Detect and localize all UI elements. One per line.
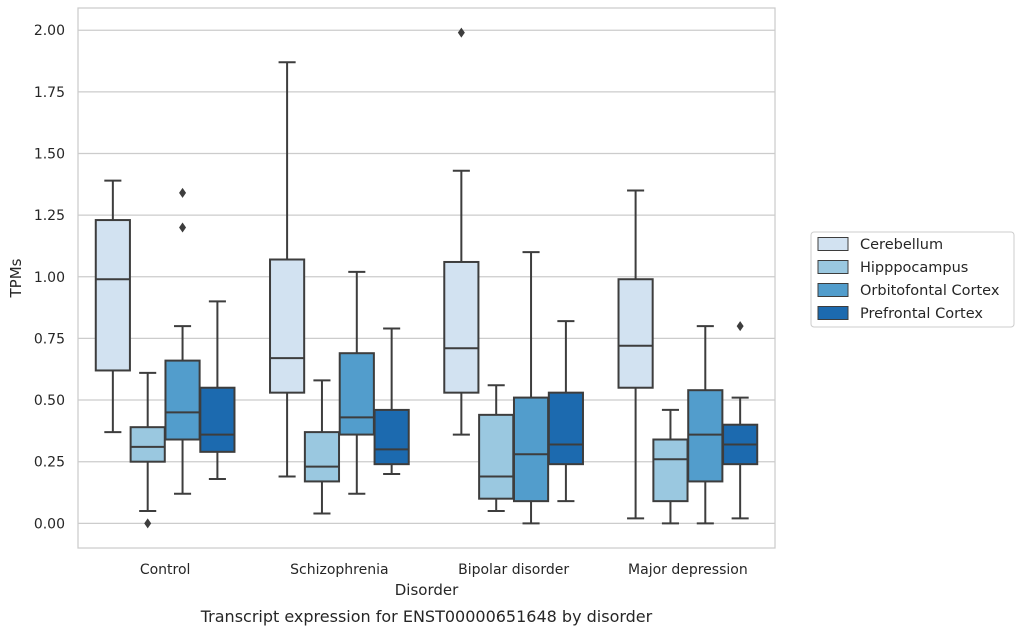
box-prefrontal-cortex bbox=[547, 320, 584, 503]
box-orbitofontal-cortex bbox=[512, 251, 550, 525]
legend-label: Orbitofontal Cortex bbox=[860, 283, 1000, 299]
chart-caption: Transcript expression for ENST0000065164… bbox=[200, 607, 653, 626]
box-hipppocampus bbox=[652, 408, 689, 525]
box-body bbox=[94, 219, 131, 372]
x-tick-label: Control bbox=[140, 562, 191, 578]
y-tick-label: 0.50 bbox=[34, 393, 65, 409]
box-body bbox=[373, 408, 410, 466]
x-tick-label: Bipolar disorder bbox=[458, 562, 569, 578]
y-tick-label: 2.00 bbox=[34, 23, 65, 39]
box-body bbox=[652, 438, 689, 503]
y-tick-label: 1.75 bbox=[34, 85, 65, 101]
legend-label: Prefrontal Cortex bbox=[860, 306, 983, 322]
plot-frame bbox=[77, 7, 776, 549]
box-body bbox=[199, 386, 236, 453]
box-body bbox=[338, 352, 375, 436]
box-body bbox=[129, 426, 166, 463]
box-prefrontal-cortex bbox=[373, 327, 410, 476]
box-orbitofontal-cortex bbox=[164, 187, 201, 495]
x-tick-labels: Control Schizophrenia Bipolar disorder Majo… bbox=[140, 562, 748, 578]
y-tick-label: 0.75 bbox=[34, 331, 65, 347]
box-orbitofontal-cortex bbox=[338, 270, 375, 495]
box-body bbox=[478, 413, 515, 500]
box-prefrontal-cortex bbox=[199, 300, 236, 480]
legend: Cerebellum Hipppocampus Orbitofontal Corte… bbox=[810, 231, 1015, 328]
legend-frame bbox=[810, 231, 1015, 328]
box-body bbox=[687, 389, 724, 483]
outlier-point bbox=[179, 222, 187, 233]
box-body bbox=[269, 258, 306, 394]
outlier-point bbox=[457, 27, 465, 38]
x-axis-title: Disorder bbox=[395, 581, 459, 599]
boxes bbox=[94, 27, 759, 529]
box-prefrontal-cortex bbox=[722, 321, 759, 520]
legend-label: Hipppocampus bbox=[860, 260, 968, 276]
box-hipppocampus bbox=[129, 371, 166, 529]
outlier-point bbox=[144, 518, 152, 529]
box-body bbox=[547, 391, 584, 466]
box-cerebellum bbox=[94, 179, 131, 434]
box-body bbox=[443, 260, 480, 394]
box-body bbox=[512, 396, 550, 503]
legend-swatch bbox=[817, 306, 849, 320]
outlier-point bbox=[179, 187, 187, 198]
box-body bbox=[164, 359, 201, 441]
box-body bbox=[303, 431, 341, 483]
legend-swatch bbox=[817, 283, 849, 297]
outlier-point bbox=[736, 321, 744, 332]
box-orbitofontal-cortex bbox=[687, 325, 724, 525]
box-hipppocampus bbox=[303, 379, 341, 515]
y-tick-label: 0.00 bbox=[34, 516, 65, 532]
y-tick-label: 1.50 bbox=[34, 146, 65, 162]
y-tick-labels: 0.00 0.25 0.50 0.75 1.00 1.25 1.50 1.75 2.00 bbox=[34, 23, 65, 532]
box-cerebellum bbox=[443, 27, 480, 436]
box-cerebellum bbox=[617, 189, 654, 520]
legend-swatch bbox=[817, 237, 849, 251]
box-hipppocampus bbox=[478, 384, 515, 513]
x-tick-label: Major depression bbox=[628, 562, 748, 578]
legend-label: Cerebellum bbox=[860, 237, 943, 253]
y-axis-title: TPMs bbox=[7, 258, 25, 298]
y-tick-label: 1.00 bbox=[34, 270, 65, 286]
legend-swatch bbox=[817, 260, 849, 274]
y-tick-label: 0.25 bbox=[34, 455, 65, 471]
box-body bbox=[617, 278, 654, 389]
y-tick-label: 1.25 bbox=[34, 208, 65, 224]
x-tick-label: Schizophrenia bbox=[290, 562, 388, 578]
box-cerebellum bbox=[269, 61, 306, 478]
